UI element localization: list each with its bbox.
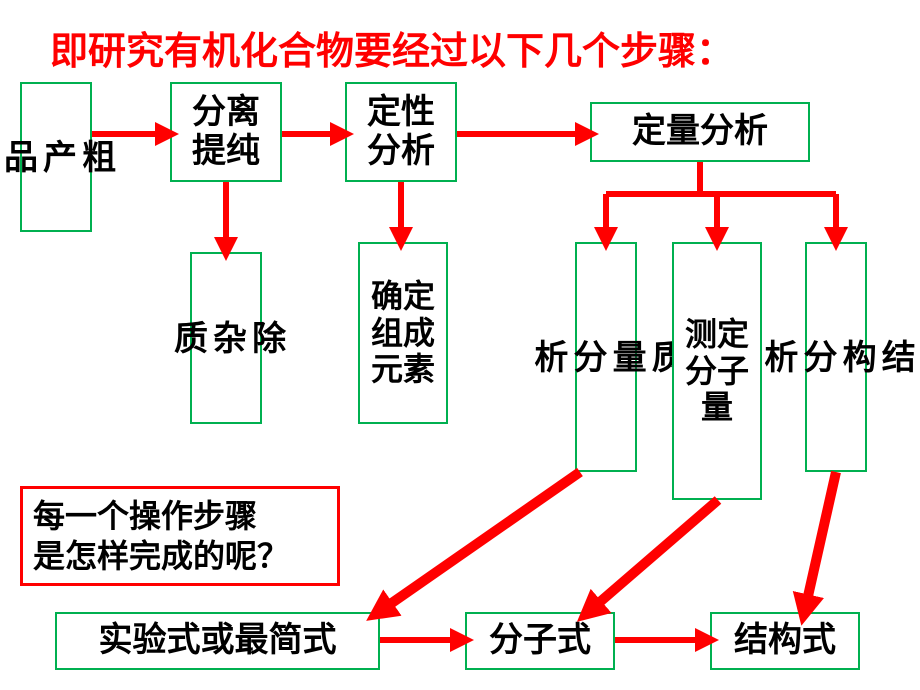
node-fenli: 分离提纯 (170, 82, 282, 182)
node-zhiliang-label: 质量分析 (528, 339, 684, 375)
question-text: 每一个操作步骤是怎样完成的呢？ (33, 496, 289, 576)
node-jiegou-label: 结构分析 (758, 339, 914, 375)
page-title: 即研究有机化合物要经过以下几个步骤： (50, 20, 734, 75)
node-chuza-label: 除杂质 (167, 320, 284, 356)
node-jiegoushi-label: 结构式 (734, 621, 836, 660)
node-dingliang: 定量分析 (590, 102, 810, 162)
question-box: 每一个操作步骤是怎样完成的呢？ (20, 486, 340, 586)
node-ceding-label: 测定分子量 (685, 316, 749, 426)
node-dingxing-label: 定性分析 (367, 93, 435, 171)
node-crude: 粗产品 (20, 82, 92, 232)
node-fenli-label: 分离提纯 (192, 93, 260, 171)
node-chuza: 除杂质 (190, 252, 262, 424)
node-ceding: 测定分子量 (672, 242, 762, 500)
node-zhiliang: 质量分析 (575, 242, 637, 472)
node-crude-label: 粗产品 (0, 139, 115, 175)
node-jiegou: 结构分析 (805, 242, 867, 472)
node-shiyan: 实验式或最简式 (55, 612, 380, 670)
node-fenzishi-label: 分子式 (489, 621, 591, 660)
node-dingliang-label: 定量分析 (632, 112, 768, 151)
node-fenzishi: 分子式 (465, 612, 615, 670)
node-queding-label: 确定组成元素 (371, 278, 435, 388)
node-queding: 确定组成元素 (358, 242, 448, 424)
node-shiyan-label: 实验式或最简式 (99, 621, 337, 660)
node-jiegoushi: 结构式 (710, 612, 860, 670)
node-dingxing: 定性分析 (345, 82, 457, 182)
